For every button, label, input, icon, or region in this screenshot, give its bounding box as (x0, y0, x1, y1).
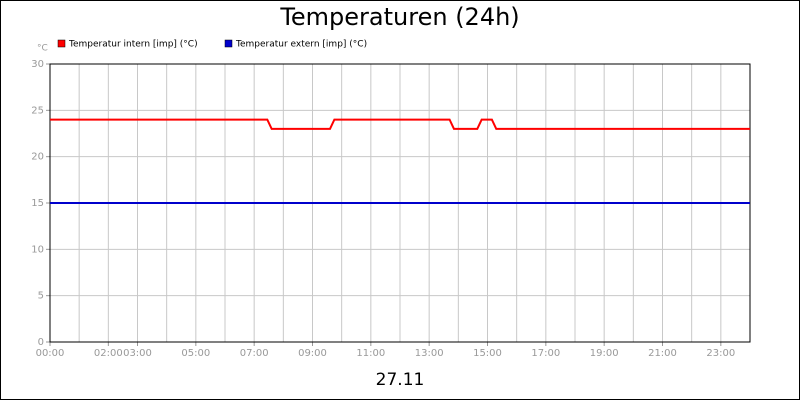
legend-swatch (57, 39, 66, 48)
y-tick-label: 15 (31, 198, 44, 209)
x-tick-label: 03:00 (123, 348, 152, 359)
x-tick-label: 19:00 (590, 348, 619, 359)
x-tick-label: 15:00 (473, 348, 502, 359)
x-tick-label: 05:00 (181, 348, 210, 359)
x-tick-label: 07:00 (240, 348, 269, 359)
chart-title: Temperaturen (24h) (279, 3, 519, 31)
y-unit: °C (37, 44, 48, 54)
x-tick-label: 13:00 (415, 348, 444, 359)
y-tick-label: 25 (31, 105, 44, 116)
y-tick-label: 20 (31, 152, 44, 163)
y-tick-label: 5 (38, 291, 44, 302)
x-tick-label: 23:00 (706, 348, 735, 359)
x-label: 27.11 (376, 370, 425, 390)
x-tick-label: 17:00 (531, 348, 560, 359)
y-tick-label: 10 (31, 244, 44, 255)
y-tick-label: 0 (38, 337, 44, 348)
legend-swatch (224, 39, 233, 48)
x-tick-label: 00:00 (36, 348, 65, 359)
x-tick-label: 11:00 (356, 348, 385, 359)
x-tick-label: 02:00 (94, 348, 123, 359)
x-tick-label: 21:00 (648, 348, 677, 359)
x-tick-label: 09:00 (298, 348, 327, 359)
legend-label: Temperatur extern [imp] (°C) (235, 40, 367, 50)
legend-label: Temperatur intern [imp] (°C) (68, 40, 198, 50)
y-tick-label: 30 (31, 59, 44, 70)
line (50, 118, 750, 130)
